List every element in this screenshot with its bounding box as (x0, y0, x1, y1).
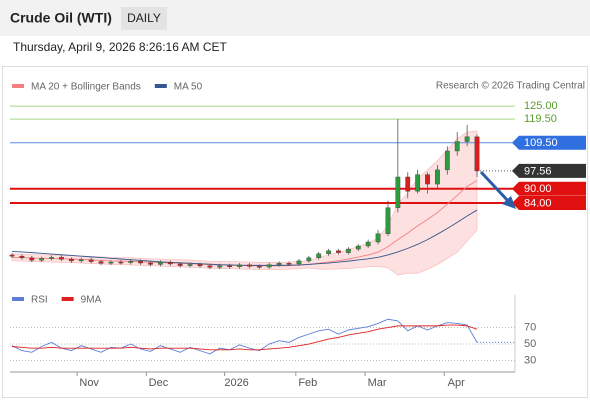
candle-body (19, 255, 25, 259)
candle-body (256, 266, 262, 268)
candle-body (365, 241, 371, 247)
x-tick-label: Feb (298, 377, 317, 389)
level-tag (512, 181, 586, 196)
candle-body (326, 250, 331, 255)
level-tag (512, 135, 586, 150)
candle-body (474, 136, 480, 172)
rsi-legend-label: RSI (31, 295, 48, 306)
candle-body (296, 260, 302, 265)
candle-body (197, 264, 203, 267)
rsi-line (11, 324, 478, 351)
rsi-legend-label: 9MA (81, 295, 102, 306)
legend-swatch (12, 84, 24, 88)
candle-body (207, 265, 213, 268)
candle-body (187, 264, 193, 266)
candle-body (336, 250, 341, 253)
candle-body (108, 261, 114, 264)
candle-body (247, 264, 252, 267)
candle-body (464, 136, 470, 142)
candle-body (395, 176, 401, 208)
candle-body (345, 248, 351, 253)
rsi-legend-swatch (12, 297, 24, 301)
source: Research © 2026 Trading Central (436, 81, 585, 92)
candle-body (138, 260, 144, 264)
candle-body (444, 150, 450, 171)
level-tag (512, 195, 586, 210)
frame (2, 66, 588, 398)
level-label: 97.56 (524, 165, 552, 177)
ma-line (11, 209, 478, 266)
timeframe-box (121, 7, 167, 30)
x-tick-label: 2026 (224, 377, 248, 389)
x-tick-label: Mar (368, 377, 387, 389)
candle-body (217, 265, 223, 268)
legend-label: MA 20 + Bollinger Bands (31, 82, 141, 93)
candle-body (68, 259, 74, 262)
candle-body (355, 245, 361, 250)
candle-body (454, 141, 460, 152)
candle-body (167, 262, 173, 265)
level-label: 119.50 (524, 113, 557, 125)
candle-body (88, 259, 94, 262)
x-tick-label: Apr (448, 377, 465, 389)
candle-body (177, 263, 183, 266)
candle-body (316, 253, 322, 259)
rsi-tick-label: 70 (524, 321, 536, 333)
x-tick-label: Nov (79, 377, 99, 389)
candle-body (286, 263, 292, 265)
candle-body (237, 264, 242, 267)
candle-body (78, 259, 84, 262)
candle-body (415, 174, 421, 192)
legend-swatch (154, 84, 167, 88)
rsi-tick-label: 50 (524, 338, 536, 350)
title: Crude Oil (WTI) (10, 10, 112, 26)
candle-body (425, 174, 430, 185)
timeframe: DAILY (127, 11, 161, 25)
level-tag (512, 163, 586, 178)
candle-body (405, 176, 411, 192)
candle-body (435, 169, 440, 185)
rsi-legend-swatch (61, 297, 74, 301)
candle-body (227, 265, 233, 268)
candle-body (276, 263, 282, 265)
level-label: 90.00 (524, 183, 552, 195)
candle-body (128, 260, 134, 263)
candle-body (59, 257, 64, 260)
rsi-line (11, 318, 478, 355)
candle-body (375, 233, 381, 243)
candle-body (29, 257, 35, 261)
candle-body (148, 262, 153, 265)
candle-body (118, 261, 124, 264)
level-label: 84.00 (524, 197, 552, 209)
candle-body (98, 261, 104, 264)
candle-body (39, 258, 45, 261)
candle-body (306, 257, 312, 262)
candle-body (158, 262, 163, 265)
level-label: 109.50 (524, 137, 558, 149)
candle-body (266, 264, 272, 268)
header-bg (0, 0, 590, 36)
forecast-arrow (479, 170, 516, 209)
level-label: 125.00 (524, 100, 558, 112)
candle-body (9, 254, 15, 257)
candle-body (49, 257, 54, 259)
rsi-tick-label: 30 (524, 354, 536, 366)
legend-label: MA 50 (174, 82, 203, 93)
candle-body (385, 207, 391, 234)
subtitle: Thursday, April 9, 2026 8:26:16 AM CET (13, 40, 228, 54)
x-tick-label: Dec (149, 377, 169, 389)
